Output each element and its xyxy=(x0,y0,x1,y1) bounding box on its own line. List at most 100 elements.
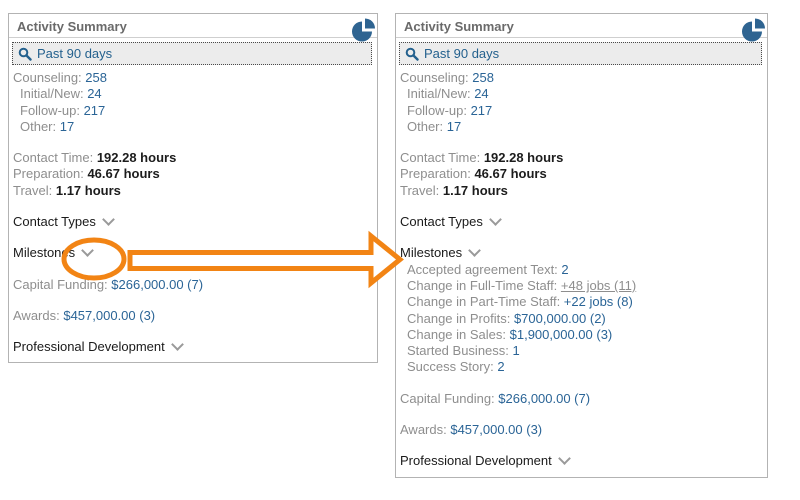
chevron-down-icon[interactable] xyxy=(489,213,502,226)
panel-body: Counseling: 258 Initial/New: 24 Follow-up:… xyxy=(9,65,377,356)
stat-value[interactable]: 217 xyxy=(83,102,106,118)
stat-value[interactable]: 2 xyxy=(561,261,569,277)
stat-value[interactable]: +48 jobs (11) xyxy=(560,277,637,293)
stat-value[interactable]: +22 jobs (8) xyxy=(563,294,633,310)
section-contact-types: Contact Types xyxy=(13,213,371,230)
section-contact-types: Contact Types xyxy=(400,213,761,230)
stat-label: Success Story: xyxy=(407,359,498,375)
stat-value: 1.17 hours xyxy=(442,182,508,198)
stat-label: Other: xyxy=(407,118,447,134)
section-title[interactable]: Milestones xyxy=(400,245,463,261)
stat-label: Counseling: xyxy=(13,70,86,85)
stat-value[interactable]: 2 xyxy=(497,359,505,375)
stat-label: Accepted agreement Text: xyxy=(407,261,562,277)
stat-line: Awards: $457,000.00 (3) xyxy=(13,308,371,324)
stat-label: Started Business: xyxy=(407,343,513,359)
stat-value[interactable]: $266,000.00 (7) xyxy=(111,276,204,292)
date-filter-label: Past 90 days xyxy=(424,46,500,61)
stat-value[interactable]: 258 xyxy=(472,70,494,85)
stat-line: Capital Funding: $266,000.00 (7) xyxy=(13,277,371,293)
stat-label: Initial/New: xyxy=(407,86,475,102)
stat-label: Change in Part-Time Staff: xyxy=(407,294,564,310)
stat-value[interactable]: $457,000.00 (3) xyxy=(63,307,156,323)
stat-label: Contact Time: xyxy=(400,150,484,166)
stat-line: Contact Time: 192.28 hours xyxy=(13,150,371,166)
section-title[interactable]: Milestones xyxy=(13,245,76,261)
stat-line: Change in Profits: $700,000.00 (2) xyxy=(400,311,761,327)
stat-label: Contact Time: xyxy=(13,150,97,166)
stat-label: Other: xyxy=(20,118,60,134)
stat-label: Awards: xyxy=(400,422,451,438)
stat-label: Capital Funding: xyxy=(400,390,499,406)
stat-value: 192.28 hours xyxy=(483,150,564,166)
stat-value: 192.28 hours xyxy=(96,150,177,166)
chevron-down-icon[interactable] xyxy=(102,213,115,226)
panel-title: Activity Summary xyxy=(17,19,127,34)
stat-label: Change in Profits: xyxy=(407,310,514,326)
stat-value: 46.67 hours xyxy=(474,166,547,182)
stat-line: Awards: $457,000.00 (3) xyxy=(400,422,761,438)
section-milestones: Milestones xyxy=(13,244,371,261)
stat-value[interactable]: 24 xyxy=(474,86,489,102)
stat-label: Travel: xyxy=(400,182,443,198)
section-title[interactable]: Contact Types xyxy=(13,214,96,230)
activity-summary-panel-expanded: Activity Summary Past 90 days Counseling… xyxy=(395,13,768,478)
chevron-down-icon[interactable] xyxy=(557,452,571,466)
pie-chart-icon[interactable] xyxy=(741,18,766,43)
stat-line: Preparation: 46.67 hours xyxy=(13,166,371,182)
pie-chart-icon[interactable] xyxy=(351,18,376,43)
stat-line: Travel: 1.17 hours xyxy=(13,183,371,199)
stat-line: Follow-up: 217 xyxy=(13,103,371,119)
stat-label: Capital Funding: xyxy=(13,276,112,292)
stat-line: Accepted agreement Text: 2 xyxy=(400,262,761,278)
stat-value: 46.67 hours xyxy=(87,166,160,182)
chevron-down-icon[interactable] xyxy=(81,244,95,258)
stat-label: Counseling: xyxy=(400,70,473,85)
section-title[interactable]: Professional Development xyxy=(13,339,165,355)
section-professional-development: Professional Development xyxy=(400,452,761,469)
stat-value[interactable]: 217 xyxy=(470,102,493,118)
chevron-down-icon[interactable] xyxy=(170,338,184,352)
stat-value[interactable]: $700,000.00 (2) xyxy=(513,310,606,326)
stat-value[interactable]: $1,900,000.00 (3) xyxy=(509,326,613,342)
activity-summary-panel-collapsed: Activity Summary Past 90 days Counseling… xyxy=(8,13,378,363)
stat-value[interactable]: 1 xyxy=(512,343,520,359)
panel-body: Counseling: 258 Initial/New: 24 Follow-up:… xyxy=(396,65,767,470)
stat-line: Preparation: 46.67 hours xyxy=(400,166,761,182)
stat-label: Change in Full-Time Staff: xyxy=(407,277,561,293)
stat-value[interactable]: 17 xyxy=(59,118,75,134)
stat-line: Travel: 1.17 hours xyxy=(400,183,761,199)
stat-label: Follow-up: xyxy=(20,102,84,118)
stat-value[interactable]: 258 xyxy=(85,70,107,85)
stat-value[interactable]: $266,000.00 (7) xyxy=(498,390,591,406)
stat-line: Change in Sales: $1,900,000.00 (3) xyxy=(400,327,761,343)
stat-line: Initial/New: 24 xyxy=(13,86,371,102)
date-filter[interactable]: Past 90 days xyxy=(12,42,372,65)
stat-line: Change in Part-Time Staff: +22 jobs (8) xyxy=(400,294,761,310)
stat-line: Counseling: 258 xyxy=(400,70,761,86)
stat-line: Started Business: 1 xyxy=(400,343,761,359)
search-icon xyxy=(18,47,32,61)
date-filter[interactable]: Past 90 days xyxy=(399,42,762,65)
stat-label: Follow-up: xyxy=(407,102,471,118)
stat-line: Follow-up: 217 xyxy=(400,103,761,119)
date-filter-label: Past 90 days xyxy=(37,46,113,61)
stat-line: Initial/New: 24 xyxy=(400,86,761,102)
stat-line: Contact Time: 192.28 hours xyxy=(400,150,761,166)
stat-label: Change in Sales: xyxy=(407,326,510,342)
stat-value[interactable]: 17 xyxy=(446,118,462,134)
panel-title: Activity Summary xyxy=(404,19,514,34)
stat-line: Capital Funding: $266,000.00 (7) xyxy=(400,391,761,407)
chevron-down-icon[interactable] xyxy=(468,244,482,258)
search-icon xyxy=(405,47,419,61)
stat-value[interactable]: $457,000.00 (3) xyxy=(450,422,543,438)
section-title[interactable]: Contact Types xyxy=(400,214,483,230)
section-title[interactable]: Professional Development xyxy=(400,453,552,469)
stat-label: Awards: xyxy=(13,307,64,323)
stat-line: Counseling: 258 xyxy=(13,70,371,86)
stat-line: Success Story: 2 xyxy=(400,359,761,375)
stat-value[interactable]: 24 xyxy=(87,86,102,102)
stat-label: Preparation: xyxy=(13,166,88,182)
stat-value: 1.17 hours xyxy=(55,182,121,198)
section-professional-development: Professional Development xyxy=(13,338,371,355)
